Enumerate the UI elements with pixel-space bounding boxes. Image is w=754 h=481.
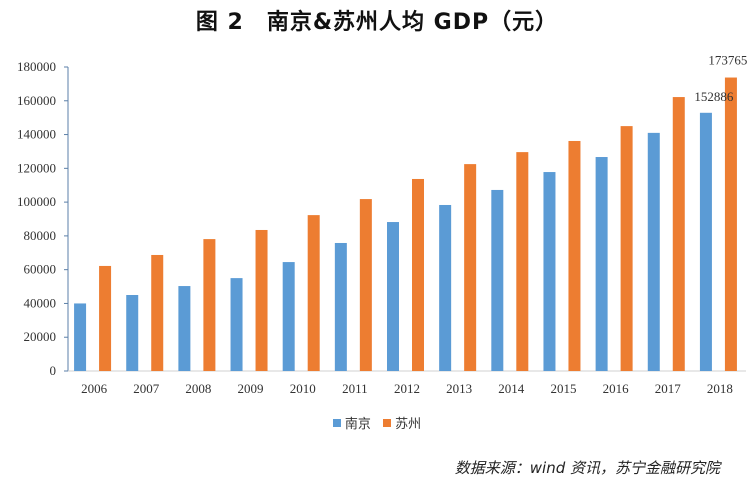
y-tick-label: 60000 bbox=[24, 262, 57, 277]
bar-suzhou-2018 bbox=[724, 77, 737, 372]
x-tick-label: 2012 bbox=[394, 381, 420, 396]
x-tick-label: 2010 bbox=[290, 381, 316, 396]
bar-nanjing-2012 bbox=[387, 222, 399, 371]
x-tick-label: 2009 bbox=[238, 381, 264, 396]
bar-nanjing-2016 bbox=[595, 157, 608, 371]
legend-label: 苏州 bbox=[395, 417, 422, 432]
bar-suzhou-2017 bbox=[672, 97, 685, 371]
x-tick-label: 2017 bbox=[655, 381, 682, 396]
bar-nanjing-2010 bbox=[282, 262, 295, 371]
y-tick-label: 120000 bbox=[17, 160, 56, 175]
bar-suzhou-2013 bbox=[464, 164, 477, 371]
bar-nanjing-2008 bbox=[178, 286, 191, 371]
legend-label: 南京 bbox=[344, 417, 371, 432]
x-tick-label: 2016 bbox=[603, 381, 630, 396]
data-label-nanjing-2018: 152886 bbox=[694, 89, 734, 104]
bar-nanjing-2006 bbox=[74, 303, 87, 371]
chart-title: 图 2 南京&苏州人均 GDP（元） bbox=[195, 10, 559, 35]
data-label-suzhou-2018: 173765 bbox=[708, 53, 747, 68]
bar-nanjing-2009 bbox=[230, 278, 243, 371]
bar-nanjing-2015 bbox=[543, 172, 556, 371]
x-tick-label: 2015 bbox=[550, 381, 576, 396]
bar-suzhou-2008 bbox=[203, 239, 216, 371]
x-tick-label: 2011 bbox=[342, 381, 368, 396]
bar-nanjing-2013 bbox=[439, 204, 452, 371]
y-tick-label: 180000 bbox=[17, 59, 56, 74]
bar-suzhou-2010 bbox=[307, 215, 320, 371]
x-tick-label: 2013 bbox=[446, 381, 472, 396]
bar-suzhou-2007 bbox=[151, 254, 164, 371]
x-tick-label: 2014 bbox=[498, 381, 525, 396]
bar-suzhou-2006 bbox=[99, 265, 112, 371]
y-tick-label: 20000 bbox=[24, 329, 57, 344]
bar-suzhou-2015 bbox=[568, 140, 581, 371]
bar-nanjing-2007 bbox=[126, 295, 139, 371]
source-note: 数据来源：wind 资讯，苏宁金融研究院 bbox=[454, 459, 720, 477]
x-tick-label: 2008 bbox=[185, 381, 211, 396]
bar-nanjing-2011 bbox=[334, 242, 347, 371]
x-tick-label: 2006 bbox=[81, 381, 108, 396]
y-tick-label: 80000 bbox=[24, 228, 57, 243]
legend: 南京 苏州 bbox=[0, 413, 754, 432]
legend-item-nanjing: 南京 bbox=[332, 413, 371, 432]
bar-suzhou-2009 bbox=[255, 229, 268, 371]
y-tick-label: 140000 bbox=[17, 127, 56, 142]
bar-suzhou-2012 bbox=[412, 178, 424, 371]
bar-suzhou-2016 bbox=[620, 126, 633, 371]
bar-nanjing-2018 bbox=[699, 112, 712, 371]
bar-suzhou-2014 bbox=[516, 152, 529, 371]
y-tick-label: 0 bbox=[50, 363, 57, 378]
bar-nanjing-2014 bbox=[491, 189, 504, 371]
y-tick-label: 100000 bbox=[17, 194, 56, 209]
legend-item-suzhou: 苏州 bbox=[383, 413, 421, 432]
y-tick-label: 160000 bbox=[17, 93, 56, 108]
x-tick-label: 2007 bbox=[133, 381, 160, 396]
y-tick-label: 40000 bbox=[24, 295, 57, 310]
bar-suzhou-2011 bbox=[359, 199, 372, 371]
bar-nanjing-2017 bbox=[647, 132, 660, 371]
legend-swatch bbox=[383, 418, 392, 427]
x-tick-label: 2018 bbox=[707, 381, 733, 396]
legend-swatch bbox=[332, 418, 341, 427]
